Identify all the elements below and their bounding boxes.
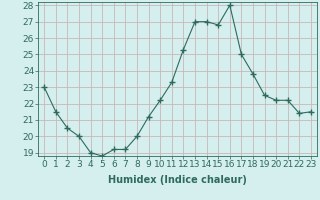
X-axis label: Humidex (Indice chaleur): Humidex (Indice chaleur) xyxy=(108,175,247,185)
